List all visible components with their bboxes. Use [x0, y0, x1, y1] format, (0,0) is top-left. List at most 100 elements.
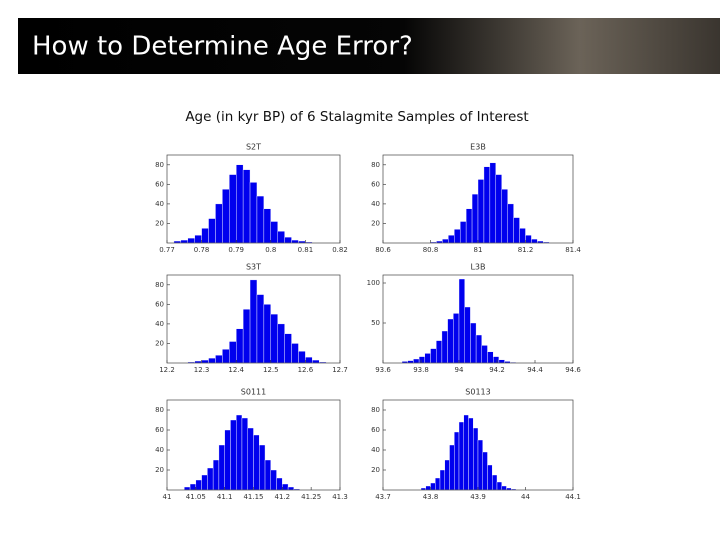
- bar: [229, 174, 237, 244]
- bar: [298, 351, 306, 364]
- bar: [291, 343, 299, 364]
- x-tick-label: 93.6: [375, 366, 391, 374]
- bar: [222, 349, 230, 364]
- x-tick-label: 81.4: [565, 246, 581, 254]
- y-tick-label: 20: [371, 219, 380, 227]
- plot-frame: [166, 274, 341, 364]
- bar: [463, 414, 469, 491]
- bar: [218, 444, 225, 491]
- bar: [180, 239, 188, 244]
- bar: [263, 208, 272, 244]
- bar: [477, 439, 483, 491]
- bar: [513, 217, 520, 244]
- bar: [525, 234, 532, 244]
- bar: [256, 294, 265, 364]
- bar: [208, 218, 216, 244]
- bar: [284, 236, 292, 244]
- x-tick-label: 0.8: [265, 246, 276, 254]
- x-tick-label: 94.2: [489, 366, 505, 374]
- bar: [224, 429, 231, 491]
- x-tick-label: 12.3: [194, 366, 210, 374]
- bar: [277, 231, 285, 244]
- bar: [444, 459, 450, 491]
- bar: [495, 174, 502, 244]
- x-tick-label: 41.3: [332, 493, 348, 501]
- x-tick-label: 12.5: [263, 366, 279, 374]
- bar: [470, 322, 477, 364]
- y-tick-label: 20: [155, 339, 164, 347]
- bar: [425, 485, 431, 491]
- bar: [468, 417, 474, 491]
- bar: [305, 356, 313, 364]
- bar: [194, 234, 202, 244]
- y-tick-label: 40: [371, 200, 380, 208]
- bar: [471, 193, 479, 244]
- bar: [453, 313, 460, 364]
- y-tick-label: 60: [155, 180, 164, 188]
- y-tick-label: 20: [155, 219, 164, 227]
- chart-title: S0111: [241, 388, 266, 397]
- bar: [208, 357, 216, 364]
- y-tick-label: 80: [155, 406, 164, 414]
- bar: [477, 179, 485, 244]
- y-tick-label: 60: [371, 426, 380, 434]
- x-tick-label: 94.6: [565, 366, 581, 374]
- plot-frame: [166, 154, 341, 244]
- bar: [424, 353, 431, 364]
- bar: [259, 444, 266, 491]
- bar: [207, 467, 214, 491]
- bar: [496, 481, 502, 491]
- bar: [441, 330, 448, 364]
- bar: [487, 464, 493, 491]
- bar: [242, 309, 251, 364]
- bar: [418, 356, 426, 364]
- x-tick-label: 81: [474, 246, 483, 254]
- x-tick-label: 0.82: [332, 246, 348, 254]
- y-tick-label: 100: [367, 279, 380, 287]
- bar: [482, 451, 488, 491]
- chart-title: S2T: [246, 143, 261, 152]
- y-tick-label: 60: [155, 426, 164, 434]
- x-tick-label: 93.8: [413, 366, 429, 374]
- x-tick-label: 41.15: [243, 493, 263, 501]
- bar: [439, 469, 445, 491]
- bar: [447, 318, 454, 364]
- caption: Age (in kyr BP) of 6 Stalagmite Samples …: [185, 109, 528, 125]
- bar: [291, 239, 299, 244]
- bar: [458, 278, 465, 364]
- y-tick-label: 80: [371, 161, 380, 169]
- y-tick-label: 40: [371, 446, 380, 454]
- bar: [501, 485, 507, 491]
- x-tick-label: 12.4: [228, 366, 244, 374]
- bar: [249, 279, 258, 364]
- y-tick-label: 80: [371, 406, 380, 414]
- x-tick-label: 12.7: [332, 366, 348, 374]
- bar: [195, 479, 202, 491]
- x-tick-label: 0.78: [194, 246, 210, 254]
- bar: [253, 434, 260, 491]
- x-tick-label: 0.81: [298, 246, 314, 254]
- y-tick-label: 20: [371, 466, 380, 474]
- bar: [498, 359, 505, 364]
- x-tick-label: 81.2: [518, 246, 534, 254]
- bar: [247, 427, 254, 491]
- y-tick-label: 40: [155, 200, 164, 208]
- bar: [235, 164, 244, 244]
- bar: [276, 477, 283, 491]
- bar: [430, 348, 437, 364]
- bar: [235, 328, 244, 364]
- bar: [483, 166, 491, 244]
- bar: [507, 203, 514, 244]
- bar: [454, 431, 460, 491]
- bar: [531, 238, 538, 244]
- bar: [481, 345, 488, 364]
- bar: [229, 341, 237, 364]
- x-tick-label: 44: [521, 493, 530, 501]
- bar: [493, 356, 500, 364]
- bar: [465, 208, 473, 244]
- bar: [184, 486, 191, 491]
- bar: [270, 221, 278, 244]
- bar: [235, 414, 243, 491]
- x-tick-label: 43.8: [423, 493, 439, 501]
